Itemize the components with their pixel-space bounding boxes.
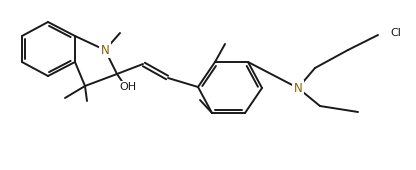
Text: N: N: [294, 81, 302, 95]
Text: OH: OH: [119, 85, 136, 95]
Text: Cl: Cl: [388, 28, 399, 38]
Text: Cl: Cl: [390, 28, 401, 38]
Text: N: N: [101, 44, 109, 56]
Text: OH: OH: [119, 82, 136, 92]
Text: N: N: [101, 45, 109, 55]
Text: N: N: [294, 83, 302, 93]
